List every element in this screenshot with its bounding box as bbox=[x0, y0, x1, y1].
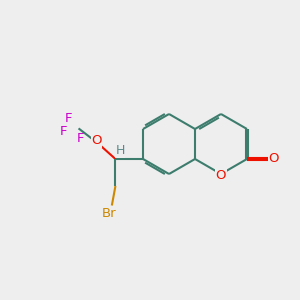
Text: O: O bbox=[269, 152, 279, 166]
Text: F: F bbox=[64, 112, 72, 125]
Text: O: O bbox=[216, 169, 226, 182]
Text: F: F bbox=[76, 132, 84, 146]
Text: O: O bbox=[91, 134, 102, 147]
Text: F: F bbox=[60, 125, 67, 138]
Text: Br: Br bbox=[102, 207, 117, 220]
Text: H: H bbox=[115, 144, 124, 157]
